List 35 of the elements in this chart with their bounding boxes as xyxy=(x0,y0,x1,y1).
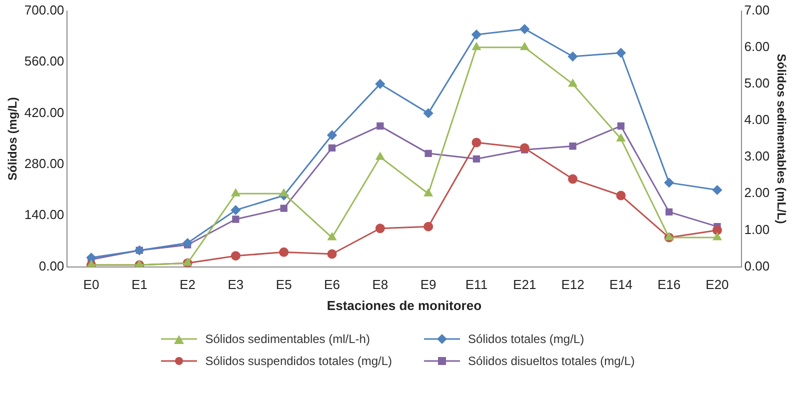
y2-tick-label: 4.00 xyxy=(744,112,770,128)
y-axis-title: Sólidos (mg/L) xyxy=(6,97,20,180)
legend-label: Sólidos suspendidos totales (mg/L) xyxy=(205,354,392,368)
x-tick-label: E20 xyxy=(706,277,729,292)
y-tick-label: 140.00 xyxy=(24,207,64,222)
x-tick-label: E14 xyxy=(609,277,632,292)
y-tick-label: 700.00 xyxy=(24,2,64,18)
legend-label: Sólidos disueltos totales (mg/L) xyxy=(468,354,635,368)
x-tick-label: E16 xyxy=(658,277,681,292)
x-tick-label: E1 xyxy=(131,277,148,292)
x-tick-label: E8 xyxy=(372,277,388,292)
x-tick-label: E9 xyxy=(420,277,436,292)
y2-axis-title: Sólidos sedimentables (mL/L) xyxy=(774,54,788,224)
legend-label: Sólidos totales (mg/L) xyxy=(468,332,584,346)
x-axis-title: Estaciones de monitoreo xyxy=(326,298,482,313)
y2-tick-label: 5.00 xyxy=(744,76,770,91)
y2-tick-label: 7.00 xyxy=(744,2,770,18)
y2-tick-label: 1.00 xyxy=(744,222,770,237)
y-tick-label: 280.00 xyxy=(24,156,64,171)
y-tick-label: 420.00 xyxy=(24,104,64,120)
x-tick-label: E6 xyxy=(324,277,340,292)
x-tick-label: E11 xyxy=(465,277,488,292)
x-tick-label: E0 xyxy=(83,277,100,292)
x-tick-label: E2 xyxy=(180,277,196,292)
x-tick-label: E12 xyxy=(561,277,584,292)
x-tick-label: E3 xyxy=(228,277,244,292)
y2-tick-label: 6.00 xyxy=(744,38,770,54)
y2-tick-label: 0.00 xyxy=(744,258,770,274)
y-tick-label: 0.00 xyxy=(38,258,64,274)
x-tick-label: E5 xyxy=(276,277,292,292)
y2-tick-label: 2.00 xyxy=(744,185,770,200)
y-tick-label: 560.00 xyxy=(24,54,64,69)
x-tick-label: E21 xyxy=(513,277,536,292)
legend-label: Sólidos sedimentables (ml/L-h) xyxy=(205,332,370,346)
y2-tick-label: 3.00 xyxy=(744,148,770,164)
